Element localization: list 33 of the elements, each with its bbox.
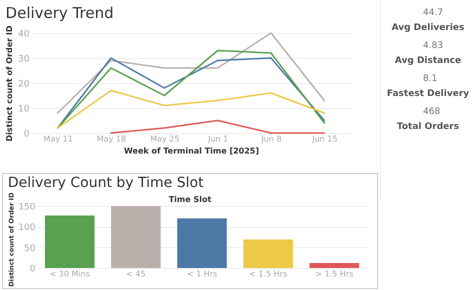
chart-title: Delivery Trend: [6, 4, 114, 22]
y-tick-label: 10: [18, 104, 30, 114]
y-tick-label: 40: [18, 30, 30, 40]
chart-title: Delivery Count by Time Slot: [8, 175, 204, 191]
x-tick-label: < 30 Mins: [50, 270, 90, 278]
x-tick-label: < 1 Hrs: [186, 270, 218, 278]
text: Avg Distance: [394, 56, 462, 66]
x-tick-label: > 1.5 Hrs: [315, 270, 354, 278]
text: 4.83: [423, 41, 444, 51]
y-tick-label: 20: [18, 80, 30, 90]
x-axis-title: Time Slot: [168, 195, 212, 204]
y-tick-label: 0: [30, 264, 36, 274]
y-tick-label: 30: [18, 54, 30, 64]
x-tick-label: May 18: [96, 134, 126, 144]
text: 8.1: [423, 74, 438, 84]
x-tick-label: < 45: [126, 270, 146, 278]
y-tick-label: 0: [24, 130, 30, 140]
x-tick-label: Jun 15: [311, 134, 338, 144]
text: Avg Deliveries: [390, 23, 466, 33]
x-axis-title: Week of Terminal Time [2025]: [124, 146, 260, 156]
y-tick-label: 100: [18, 223, 36, 234]
x-tick-label: Jun 8: [260, 134, 282, 144]
x-tick-label: Jun 1: [207, 134, 228, 144]
text: Fastest Delivery: [386, 89, 470, 99]
x-tick-label: < 1.5 Hrs: [249, 270, 288, 278]
text: Total Orders: [396, 122, 460, 132]
x-tick-label: May 11: [44, 134, 73, 144]
y-axis-title: Distinct count of Order ID: [5, 25, 14, 142]
text: 468: [423, 107, 442, 117]
x-tick-label: May 25: [150, 134, 180, 144]
y-tick-label: 150: [18, 202, 36, 212]
y-tick-label: 50: [24, 244, 36, 254]
text: 44.7: [423, 8, 444, 18]
